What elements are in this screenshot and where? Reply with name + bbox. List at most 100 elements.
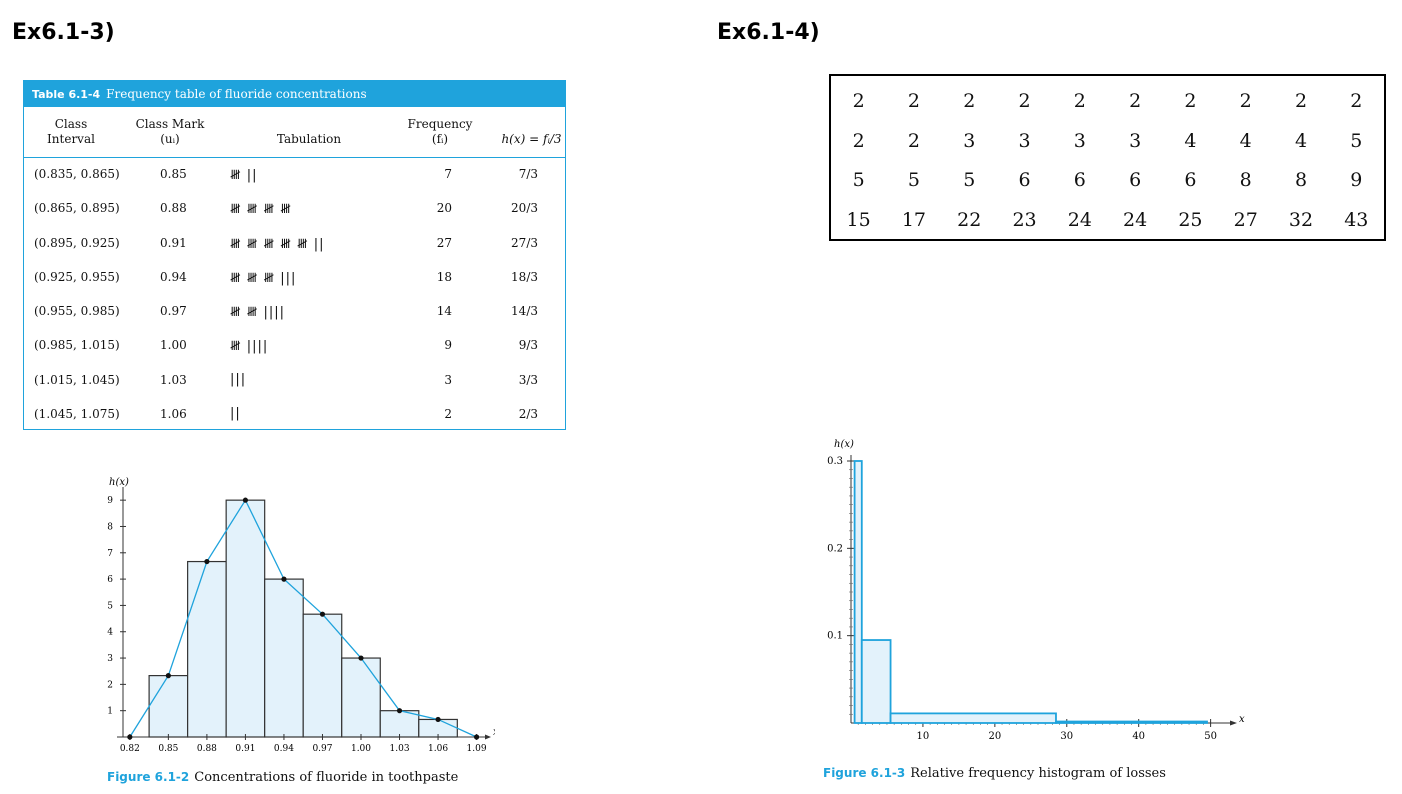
grid-cell: 4: [1239, 129, 1252, 152]
y-axis-label: h(x): [834, 439, 854, 450]
grid-cell: 2: [1073, 90, 1086, 112]
table-row: (1.045, 1.075) 1.06 || 2 2/3: [24, 398, 565, 432]
header-class-mark: Class Mark (uᵢ): [135, 117, 205, 146]
histogram-bar: [148, 675, 189, 738]
grid-cell: 8: [1294, 169, 1308, 191]
table-body: (0.835, 0.865) 0.85 𝍸 || 7 7/3 (0.865, 0.895)…: [24, 158, 565, 432]
figure-6-1-2-caption: Figure 6.1-2 Concentrations of fluoride i…: [107, 770, 459, 785]
grid-cell: 2: [1239, 90, 1252, 112]
grid-cell: 43: [1344, 208, 1369, 231]
cell-hx: 2/3: [518, 407, 538, 422]
cell-tally: 𝍸 𝍸 𝍸 𝍸 𝍸 ||: [230, 236, 325, 252]
x-tick-label: 50: [1204, 731, 1217, 742]
histogram-bar: [264, 578, 304, 738]
cell-interval: (1.015, 1.045): [34, 372, 120, 387]
cell-frequency: 9: [444, 338, 452, 353]
x-tick-label: 0.88: [197, 744, 217, 754]
y-tick-label: 8: [107, 522, 113, 532]
grid-cell: 5: [963, 169, 976, 191]
loss-data-grid: 2 2 2 2 2 2 2 2 2 2 2 2 3 3 3 3 4 4 4 5 5 5 5 6 6 6 6 8 8 9 15 17 22 23 24…: [829, 74, 1386, 241]
grid-cell: 3: [1129, 129, 1142, 152]
histogram-bar: [187, 560, 227, 738]
cell-hx: 3/3: [518, 372, 538, 387]
grid-cell: 32: [1288, 208, 1314, 231]
y-tick-label: 6: [107, 575, 113, 585]
x-tick-label: 0.97: [312, 744, 332, 754]
table-row: (0.865, 0.895) 0.88 𝍸 𝍸 𝍸 𝍸 20 20/3: [24, 192, 565, 226]
cell-class-mark: 1.03: [160, 372, 187, 387]
grid-cell: 5: [907, 169, 920, 191]
cell-class-mark: 0.88: [160, 201, 187, 216]
histogram-bar: [302, 613, 343, 738]
grid-row: 5 5 5 6 6 6 6 8 8 9: [831, 157, 1384, 195]
x-axis-arrow: [485, 734, 491, 740]
cell-tally: ||: [230, 406, 241, 422]
y-tick-label: 7: [107, 549, 113, 559]
cell-frequency: 2: [444, 407, 452, 422]
grid-cell: 4: [1294, 129, 1308, 152]
figure-6-1-3-caption: Figure 6.1-3 Relative frequency histogram…: [823, 766, 1166, 781]
table-row: (0.895, 0.925) 0.91 𝍸 𝍸 𝍸 𝍸 𝍸 || 27 27/3: [24, 227, 565, 261]
grid-row: 2 2 2 2 2 2 2 2 2 2: [831, 78, 1384, 116]
x-tick-label: 20: [988, 731, 1001, 742]
header-frequency: Frequency (fᵢ): [407, 117, 473, 146]
polygon-point: [127, 734, 133, 740]
table-number: Table 6.1-4: [32, 88, 101, 101]
polygon-point: [165, 673, 171, 679]
grid-cell: 22: [957, 208, 982, 231]
table-caption: Table 6.1-4 Frequency table of fluoride c…: [24, 81, 565, 107]
cell-frequency: 7: [444, 167, 452, 181]
x-tick-label: 0.91: [235, 744, 255, 754]
exercise-heading-right: Ex6.1-4): [717, 20, 820, 45]
x-axis-arrow: [1230, 720, 1237, 726]
histogram-bar: [341, 657, 381, 738]
grid-cell: 2: [1350, 90, 1363, 112]
histogram-bar: [860, 639, 892, 724]
y-tick-label: 9: [107, 496, 113, 506]
grid-cell: 24: [1123, 208, 1148, 231]
header-hx: h(x) = fᵢ/3: [501, 132, 562, 146]
cell-tally: 𝍸 𝍸 𝍸 |||: [230, 270, 297, 286]
table-row: (1.015, 1.045) 1.03 ||| 3 3/3: [24, 364, 565, 398]
y-tick-label: 0.1: [827, 631, 843, 642]
cell-tally: 𝍸 𝍸 𝍸 𝍸: [230, 202, 292, 218]
y-axis-label: h(x): [109, 477, 129, 488]
cell-tally: 𝍸 ||||: [230, 339, 269, 355]
cell-hx: 14/3: [511, 304, 538, 319]
grid-cell: 4: [1184, 129, 1197, 152]
polygon-point: [435, 716, 441, 723]
cell-frequency: 18: [436, 269, 452, 284]
cell-hx: 27/3: [511, 235, 538, 250]
cell-interval: (0.835, 0.865): [34, 167, 120, 181]
table-row: (0.925, 0.955) 0.94 𝍸 𝍸 𝍸 ||| 18 18/3: [24, 261, 565, 295]
y-tick-label: 0.2: [827, 543, 843, 554]
histogram-bar: [1055, 720, 1208, 724]
grid-cell: 2: [1129, 90, 1142, 112]
histogram-bar: [889, 712, 1057, 724]
y-tick-label: 2: [107, 680, 113, 690]
x-tick-label: 1.00: [351, 744, 371, 754]
frequency-table: Table 6.1-4 Frequency table of fluoride c…: [23, 80, 566, 430]
cell-tally: 𝍸 𝍸 ||||: [230, 305, 286, 321]
x-tick-label: 1.06: [428, 744, 448, 754]
polygon-point: [473, 734, 480, 740]
grid-row: 2 2 3 3 3 3 4 4 4 5: [831, 118, 1384, 156]
x-axis-label: x: [493, 727, 495, 738]
grid-cell: 2: [1294, 90, 1308, 112]
cell-frequency: 20: [436, 201, 452, 216]
cell-interval: (0.895, 0.925): [34, 235, 120, 250]
x-tick-label: 10: [917, 731, 930, 742]
y-tick-label: 3: [107, 654, 113, 664]
x-tick-label: 0.85: [158, 744, 178, 754]
cell-frequency: 14: [436, 304, 452, 319]
grid-cell: 9: [1350, 169, 1363, 191]
table-row: (0.955, 0.985) 0.97 𝍸 𝍸 |||| 14 14/3: [24, 295, 565, 329]
grid-cell: 8: [1239, 169, 1252, 191]
cell-interval: (1.045, 1.075): [34, 407, 120, 422]
grid-cell: 24: [1067, 208, 1092, 231]
grid-cell: 2: [852, 129, 865, 152]
cell-hx: 20/3: [511, 201, 538, 216]
y-tick-label: 0.3: [827, 456, 843, 467]
x-tick-label: 40: [1132, 731, 1145, 742]
grid-cell: 3: [1073, 129, 1086, 152]
